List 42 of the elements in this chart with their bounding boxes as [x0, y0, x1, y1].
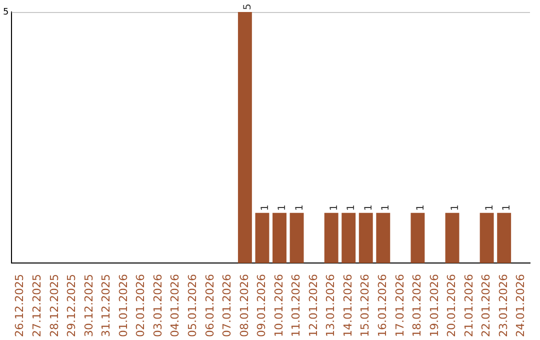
x-tick-label: 01.01.2026 [116, 274, 130, 338]
x-tick-label: 20.01.2026 [445, 274, 458, 338]
data-label: 5 [242, 4, 254, 10]
x-tick-label: 17.01.2026 [393, 274, 406, 338]
x-tick-label: 19.01.2026 [428, 274, 441, 338]
x-tick-label: 24.01.2026 [514, 274, 528, 338]
data-label: 1 [502, 204, 513, 211]
data-label: 1 [450, 204, 461, 211]
x-tick-label: 29.12.2025 [65, 274, 78, 338]
x-tick-label: 18.01.2026 [410, 274, 424, 338]
x-tick-label: 26.12.2025 [13, 274, 26, 338]
data-label: 1 [484, 204, 496, 211]
x-tick-label: 31.12.2025 [100, 274, 113, 338]
x-tick-label: 02.01.2026 [134, 274, 148, 338]
data-label: 1 [346, 204, 358, 211]
x-tick-label: 06.01.2026 [203, 274, 216, 338]
x-tick-label: 13.01.2026 [324, 274, 338, 338]
x-tick-label: 28.12.2025 [48, 274, 61, 338]
x-tick-label: 04.01.2026 [168, 274, 182, 338]
data-label: 1 [277, 204, 288, 211]
x-tick-label: 27.12.2025 [30, 274, 44, 338]
data-label: 1 [260, 204, 271, 211]
x-tick-label: 22.01.2026 [480, 274, 493, 338]
x-tick-label: 30.12.2025 [82, 274, 96, 338]
x-tick-label: 09.01.2026 [255, 274, 268, 338]
x-tick-label: 03.01.2026 [151, 274, 164, 338]
x-tick-label: 16.01.2026 [376, 274, 390, 338]
x-tick-label: 11.01.2026 [290, 274, 303, 338]
x-tick-label: 15.01.2026 [358, 274, 372, 338]
x-tick-label: 08.01.2026 [238, 274, 251, 338]
data-label: 1 [380, 204, 392, 211]
x-tick-label: 07.01.2026 [220, 274, 234, 338]
x-tick-label: 14.01.2026 [341, 274, 354, 338]
data-label: 1 [415, 204, 426, 211]
data-label: 1 [294, 204, 306, 211]
x-tick-label: 23.01.2026 [496, 274, 510, 338]
x-tick-label: 05.01.2026 [186, 274, 199, 338]
data-label: 1 [328, 204, 340, 211]
data-label: 1 [363, 204, 374, 211]
x-tick-label: 21.01.2026 [462, 274, 476, 338]
x-tick-label: 10.01.2026 [272, 274, 286, 338]
x-tick-label: 12.01.2026 [306, 274, 320, 338]
